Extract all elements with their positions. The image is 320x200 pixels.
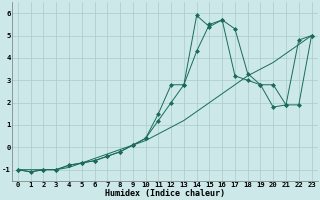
X-axis label: Humidex (Indice chaleur): Humidex (Indice chaleur) xyxy=(105,189,225,198)
